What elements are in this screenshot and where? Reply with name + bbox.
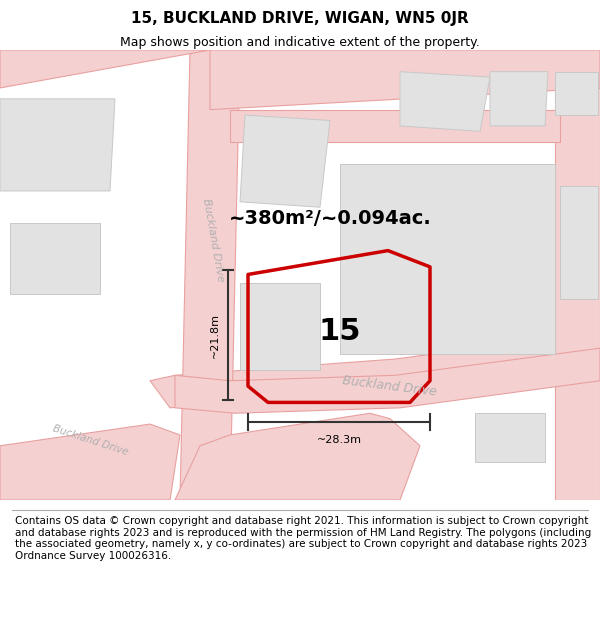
- Text: Buckland Drive: Buckland Drive: [342, 374, 438, 398]
- Polygon shape: [490, 72, 548, 126]
- Text: ~380m²/~0.094ac.: ~380m²/~0.094ac.: [229, 209, 431, 227]
- Polygon shape: [0, 424, 180, 500]
- Polygon shape: [0, 50, 210, 88]
- Text: 15, BUCKLAND DRIVE, WIGAN, WN5 0JR: 15, BUCKLAND DRIVE, WIGAN, WN5 0JR: [131, 11, 469, 26]
- Polygon shape: [150, 332, 600, 408]
- Text: 15: 15: [319, 318, 361, 346]
- Polygon shape: [210, 50, 600, 109]
- Text: ~21.8m: ~21.8m: [210, 312, 220, 358]
- Polygon shape: [10, 224, 100, 294]
- Polygon shape: [230, 109, 560, 142]
- Polygon shape: [240, 115, 330, 208]
- Polygon shape: [0, 99, 115, 191]
- Polygon shape: [555, 88, 600, 500]
- Text: Map shows position and indicative extent of the property.: Map shows position and indicative extent…: [120, 36, 480, 49]
- Polygon shape: [175, 413, 420, 500]
- Text: Contains OS data © Crown copyright and database right 2021. This information is : Contains OS data © Crown copyright and d…: [15, 516, 591, 561]
- Polygon shape: [475, 413, 545, 462]
- Polygon shape: [240, 283, 320, 370]
- Polygon shape: [340, 164, 555, 354]
- Polygon shape: [180, 50, 240, 500]
- Text: Buckland Drive: Buckland Drive: [51, 423, 129, 458]
- Polygon shape: [400, 72, 490, 131]
- Polygon shape: [555, 72, 598, 115]
- Text: ~28.3m: ~28.3m: [317, 435, 361, 445]
- Polygon shape: [175, 348, 600, 413]
- Polygon shape: [560, 186, 598, 299]
- Text: Buckland Drive: Buckland Drive: [201, 197, 225, 282]
